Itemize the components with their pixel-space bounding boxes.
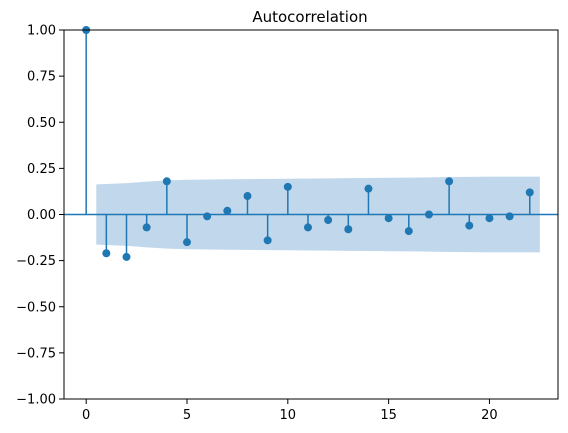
y-tick-label: 0.50 (27, 116, 56, 131)
y-tick-label: 0.25 (27, 162, 56, 177)
y-tick-label: −0.50 (16, 300, 56, 315)
stem-marker (445, 177, 454, 186)
stem-marker (263, 236, 272, 245)
x-tick-label: 10 (280, 408, 297, 423)
y-tick-label: −0.75 (16, 346, 56, 361)
stem-marker (465, 221, 474, 230)
y-tick-label: −1.00 (16, 393, 56, 408)
stem-marker (324, 216, 333, 225)
stem-marker (243, 192, 252, 201)
chart-title: Autocorrelation (252, 8, 367, 26)
y-tick-label: 1.00 (27, 24, 56, 39)
stem-marker (283, 182, 292, 191)
stem-marker (223, 206, 232, 215)
stem-marker (344, 225, 353, 234)
x-tick-label: 0 (82, 408, 90, 423)
stem-marker (122, 252, 131, 261)
y-tick-label: 0.75 (27, 70, 56, 85)
x-tick-label: 15 (380, 408, 397, 423)
y-tick-label: −0.25 (16, 254, 56, 269)
x-tick-label: 5 (183, 408, 191, 423)
stem-marker (525, 188, 534, 197)
stem-marker (203, 212, 212, 221)
stem-marker (364, 184, 373, 193)
stem-marker (404, 227, 413, 236)
stem-marker (303, 223, 312, 232)
stem-marker (384, 214, 393, 223)
stem-marker (505, 212, 514, 221)
stem-marker (485, 214, 494, 223)
stem-marker (142, 223, 151, 232)
x-tick-label: 20 (481, 408, 498, 423)
stem-marker (424, 210, 433, 219)
y-tick-label: 0.00 (27, 208, 56, 223)
stem-marker (182, 238, 191, 247)
stem-marker (102, 249, 111, 258)
stem-marker (162, 177, 171, 186)
